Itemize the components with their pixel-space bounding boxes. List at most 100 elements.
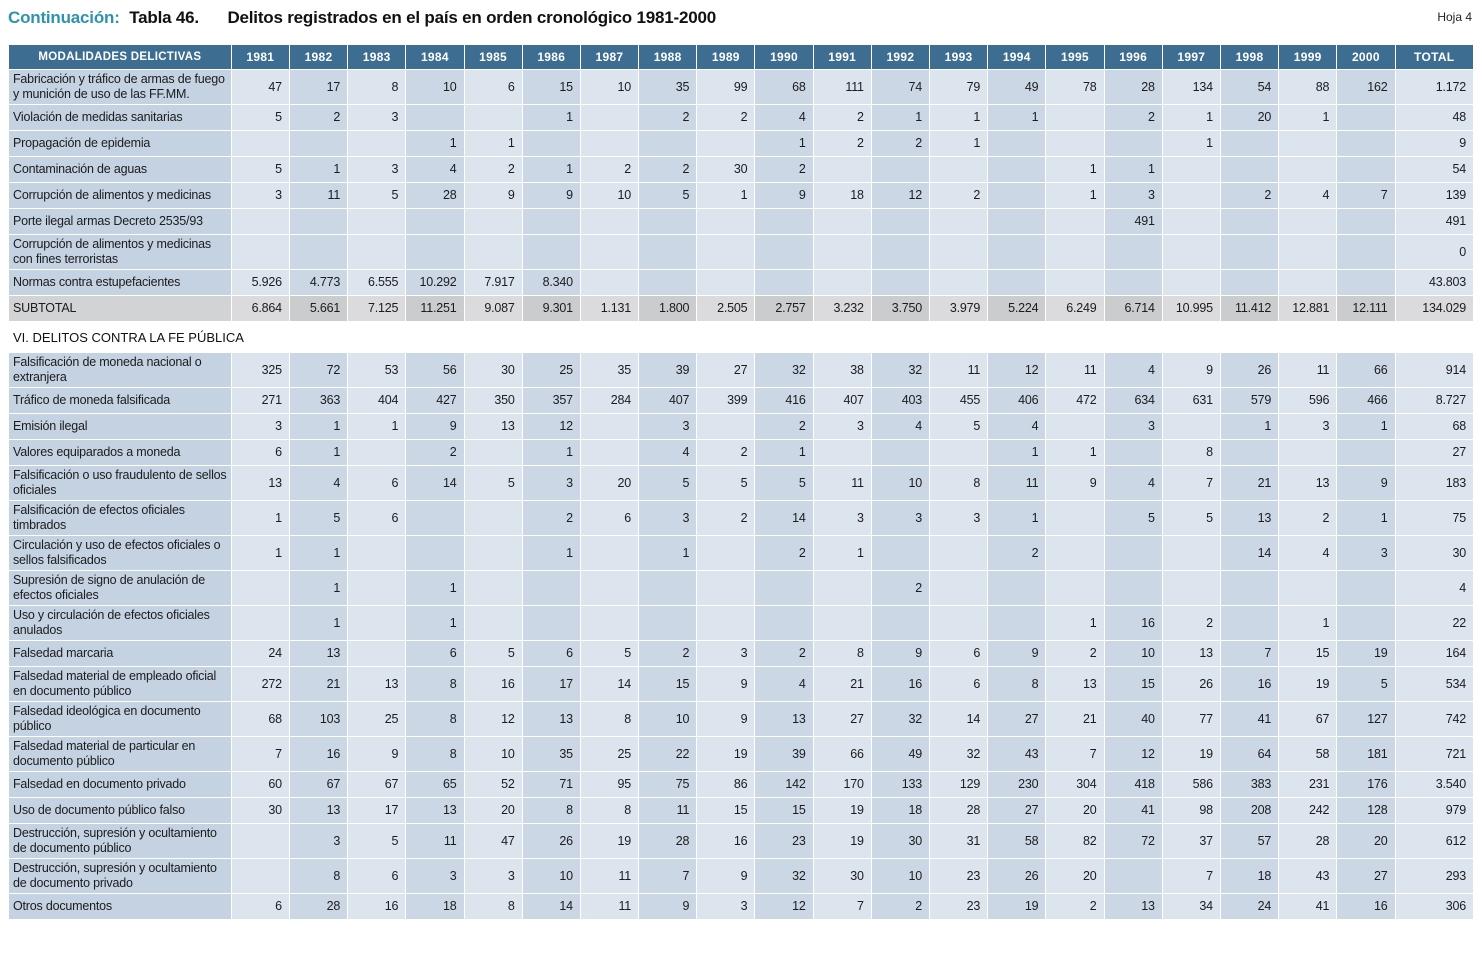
- cell-1985: 5: [463, 465, 523, 501]
- cell-1985: [463, 500, 523, 536]
- cell-1991: 30: [812, 858, 872, 894]
- cell-1982: [288, 234, 349, 270]
- cell-1996: [1103, 535, 1163, 571]
- cell-2000: 5: [1336, 666, 1396, 702]
- cell-1996: 6.714: [1103, 295, 1163, 322]
- cell-1981: 1: [230, 500, 290, 536]
- cell-1997: 5: [1161, 500, 1221, 536]
- cell-1999: [1278, 269, 1338, 296]
- cell-1995: 9: [1045, 465, 1105, 501]
- cell-1990: [754, 570, 814, 606]
- cell-1983: [347, 570, 407, 606]
- cell-1986: [521, 208, 581, 235]
- cell-1996: 491: [1103, 208, 1163, 235]
- cell-1995: 1: [1045, 605, 1105, 641]
- cell-1985: [463, 234, 523, 270]
- cell-1981: 7: [230, 736, 290, 772]
- cell-1983: [347, 234, 407, 270]
- cell-1993: 6: [928, 640, 989, 667]
- cell-1995: 21: [1045, 701, 1105, 737]
- cell-1994: 11: [987, 465, 1047, 501]
- cell-1997: [1161, 208, 1221, 235]
- cell-1993: 32: [928, 736, 989, 772]
- cell-1987: 6: [579, 500, 640, 536]
- table-number-label: Tabla 46.: [129, 8, 199, 27]
- cell-1991: [812, 439, 872, 466]
- cell-1990: 32: [754, 352, 814, 388]
- cell-1997: 7: [1161, 858, 1221, 894]
- total-value-cell: 491: [1394, 208, 1474, 235]
- cell-1998: [1219, 234, 1280, 270]
- cell-1982: 2: [288, 104, 349, 131]
- row-label: Falsificación de moneda nacional o extra…: [8, 352, 232, 388]
- section-title: VI. DELITOS CONTRA LA FE PÚBLICA: [8, 321, 1474, 353]
- cell-2000: [1336, 570, 1396, 606]
- cell-1985: 47: [463, 823, 523, 859]
- cell-1992: 1: [870, 104, 931, 131]
- cell-1996: 3: [1103, 182, 1163, 209]
- cell-1984: 427: [405, 387, 465, 414]
- cell-1981: [230, 234, 290, 270]
- cell-1995: 1: [1045, 182, 1105, 209]
- cell-1981: 24: [230, 640, 290, 667]
- cell-1998: 579: [1219, 387, 1280, 414]
- row-label: Circulación y uso de efectos oficiales o…: [8, 535, 232, 571]
- cell-1999: [1278, 208, 1338, 235]
- cell-1986: 12: [521, 413, 581, 440]
- cell-1983: [347, 535, 407, 571]
- table-row: Destrucción, supresión y ocultamiento de…: [8, 858, 1474, 894]
- column-header-1983: 1983: [347, 44, 407, 70]
- cell-1998: 20: [1219, 104, 1280, 131]
- document-page: Continuación: Tabla 46. Delitos registra…: [8, 8, 1474, 920]
- cell-1982: [288, 208, 349, 235]
- cell-1982: 3: [288, 823, 349, 859]
- column-header-1989: 1989: [696, 44, 756, 70]
- cell-1986: 8.340: [521, 269, 581, 296]
- cell-1992: 4: [870, 413, 931, 440]
- column-header-2000: 2000: [1336, 44, 1396, 70]
- cell-1982: 1: [288, 413, 349, 440]
- cell-1985: 52: [463, 771, 523, 798]
- cell-1992: [870, 269, 931, 296]
- crime-table: MODALIDADES DELICTIVAS 1981 1982 1983 1984 19…: [8, 44, 1474, 920]
- total-value-cell: 134.029: [1394, 295, 1474, 322]
- cell-2000: 19: [1336, 640, 1396, 667]
- cell-1995: [1045, 500, 1105, 536]
- cell-1989: [696, 535, 756, 571]
- cell-1991: 7: [812, 893, 872, 920]
- cell-1990: 14: [754, 500, 814, 536]
- row-label: Destrucción, supresión y ocultamiento de…: [8, 858, 232, 894]
- cell-1993: 8: [928, 465, 989, 501]
- cell-1988: 4: [638, 439, 698, 466]
- cell-1988: 28: [638, 823, 698, 859]
- cell-1984: 11: [405, 823, 465, 859]
- cell-1989: 399: [696, 387, 756, 414]
- cell-1995: [1045, 570, 1105, 606]
- cell-1998: 11.412: [1219, 295, 1280, 322]
- cell-1996: [1103, 269, 1163, 296]
- cell-1984: 28: [405, 182, 465, 209]
- column-header-1998: 1998: [1219, 44, 1280, 70]
- cell-1996: 634: [1103, 387, 1163, 414]
- cell-1996: 16: [1103, 605, 1163, 641]
- cell-1984: [405, 535, 465, 571]
- cell-1990: 13: [754, 701, 814, 737]
- cell-1999: 13: [1278, 465, 1338, 501]
- cell-1985: 3: [463, 858, 523, 894]
- cell-1998: 54: [1219, 69, 1280, 105]
- column-header-1994: 1994: [987, 44, 1047, 70]
- cell-2000: 7: [1336, 182, 1396, 209]
- cell-1997: 98: [1161, 797, 1221, 824]
- cell-1989: [696, 605, 756, 641]
- cell-1991: 2: [812, 130, 872, 157]
- cell-1986: [521, 605, 581, 641]
- total-value-cell: 164: [1394, 640, 1474, 667]
- cell-1989: [696, 269, 756, 296]
- cell-1997: 7: [1161, 465, 1221, 501]
- cell-1998: 26: [1219, 352, 1280, 388]
- cell-1984: 65: [405, 771, 465, 798]
- cell-1996: 40: [1103, 701, 1163, 737]
- cell-1986: 2: [521, 500, 581, 536]
- cell-1996: 15: [1103, 666, 1163, 702]
- cell-1994: [987, 570, 1047, 606]
